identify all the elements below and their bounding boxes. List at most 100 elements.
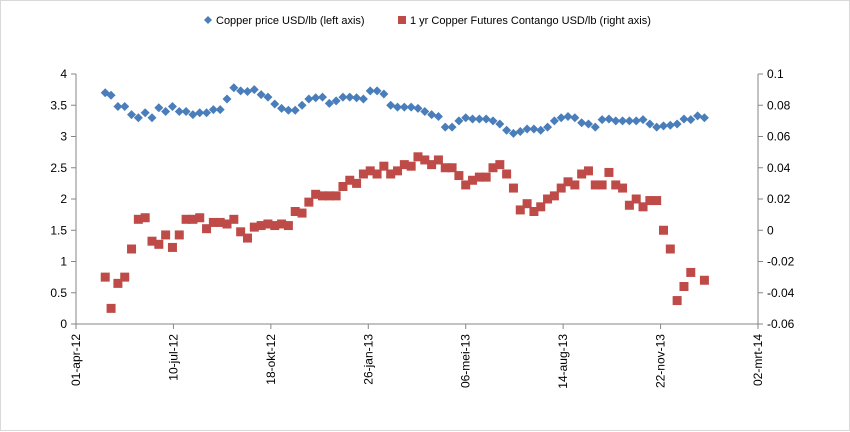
legend-marker-copper-price — [204, 16, 212, 24]
copper-price-point — [283, 105, 293, 115]
right-axis-tick-label: 0.1 — [767, 67, 784, 81]
contango-point — [113, 278, 123, 288]
contango-point — [515, 205, 525, 215]
contango-point — [583, 166, 593, 176]
contango-point — [502, 169, 512, 179]
contango-point — [638, 202, 648, 212]
legend-marker-contango — [398, 16, 406, 24]
contango-point — [297, 208, 307, 218]
contango-point — [304, 197, 314, 207]
contango-point — [229, 214, 239, 224]
contango-point — [161, 230, 171, 240]
contango-point — [372, 169, 382, 179]
contango-point — [277, 219, 287, 229]
contango-point — [597, 180, 607, 190]
contango-point — [188, 214, 198, 224]
copper-price-point — [413, 103, 423, 113]
contango-point — [100, 272, 110, 282]
contango-point — [665, 244, 675, 254]
right-axis-tick-label: -0.02 — [767, 255, 795, 269]
contango-point — [133, 214, 143, 224]
left-axis-tick-label: 0 — [60, 317, 67, 331]
copper-price-point — [474, 114, 484, 124]
copper-price-point — [440, 122, 450, 132]
copper-price-point — [317, 92, 327, 102]
contango-point — [577, 169, 587, 179]
copper-price-point — [420, 107, 430, 116]
copper-price-point — [529, 124, 539, 134]
contango-point — [127, 244, 137, 254]
copper-price-point — [195, 108, 205, 118]
copper-price-point — [624, 116, 634, 126]
copper-price-point — [140, 108, 150, 118]
copper-price-point — [611, 116, 621, 126]
copper-price-point — [563, 112, 573, 121]
contango-point — [317, 191, 327, 201]
right-axis-tick-labels: -0.06 -0.04 -0.02 0 0.02 0.04 0.06 0.08 0.1 — [767, 67, 795, 331]
contango-point — [413, 152, 423, 162]
right-axis-tick-label: 0.02 — [767, 192, 791, 206]
copper-price-point — [249, 85, 259, 95]
contango-point — [215, 217, 225, 227]
left-axis-tick-label: 3 — [60, 130, 67, 144]
contango-point — [270, 221, 280, 231]
left-axis-tick-label: 1.5 — [50, 223, 67, 237]
copper-price-point — [502, 125, 512, 135]
contango-point — [590, 180, 600, 190]
copper-price-point — [508, 128, 518, 138]
contango-point — [242, 233, 252, 243]
series-copper-price — [100, 83, 709, 138]
contango-point — [686, 267, 696, 277]
contango-point — [618, 183, 628, 193]
copper-price-point — [215, 105, 225, 115]
contango-point — [488, 163, 498, 173]
copper-price-point — [549, 116, 559, 126]
contango-point — [311, 189, 321, 199]
contango-point — [461, 180, 471, 190]
right-axis-tick-label: -0.06 — [767, 317, 795, 331]
chart-axes — [71, 73, 763, 329]
contango-point — [549, 191, 559, 201]
copper-price-point — [324, 98, 334, 108]
copper-price-point — [263, 92, 273, 102]
contango-point — [570, 180, 580, 190]
contango-point — [236, 227, 246, 237]
contango-point — [120, 272, 130, 282]
contango-point — [283, 221, 293, 231]
contango-point — [543, 194, 553, 204]
copper-price-point — [236, 86, 246, 96]
copper-price-point — [345, 92, 355, 102]
contango-point — [208, 217, 218, 227]
right-axis-tick-label: 0.08 — [767, 98, 791, 112]
contango-point — [256, 221, 266, 231]
left-axis-tick-label: 2 — [60, 192, 67, 206]
copper-price-point — [188, 110, 198, 120]
copper-price-point — [406, 102, 416, 112]
contango-point — [658, 225, 668, 235]
copper-price-point — [161, 107, 171, 116]
left-axis-tick-label: 4 — [60, 67, 67, 81]
copper-price-point — [536, 125, 546, 135]
copper-price-point — [167, 102, 177, 111]
copper-price-point — [577, 118, 587, 128]
contango-point — [529, 207, 539, 216]
copper-price-point — [270, 99, 280, 109]
copper-price-point — [570, 113, 580, 123]
copper-price-point — [481, 114, 491, 124]
right-axis-tick-label: 0.06 — [767, 130, 791, 144]
right-axis-tick-label: 0 — [767, 223, 774, 237]
contango-point — [386, 169, 396, 179]
copper-price-point — [433, 112, 443, 121]
contango-point — [154, 239, 164, 249]
copper-price-point — [583, 119, 593, 129]
contango-point — [631, 194, 641, 204]
contango-point — [645, 196, 655, 206]
contango-point — [468, 175, 478, 185]
contango-point — [522, 199, 532, 209]
x-axis-tick-label: 22-nov-13 — [654, 334, 668, 388]
contango-point — [345, 175, 355, 185]
contango-point — [379, 161, 389, 171]
copper-price-point — [652, 122, 662, 132]
